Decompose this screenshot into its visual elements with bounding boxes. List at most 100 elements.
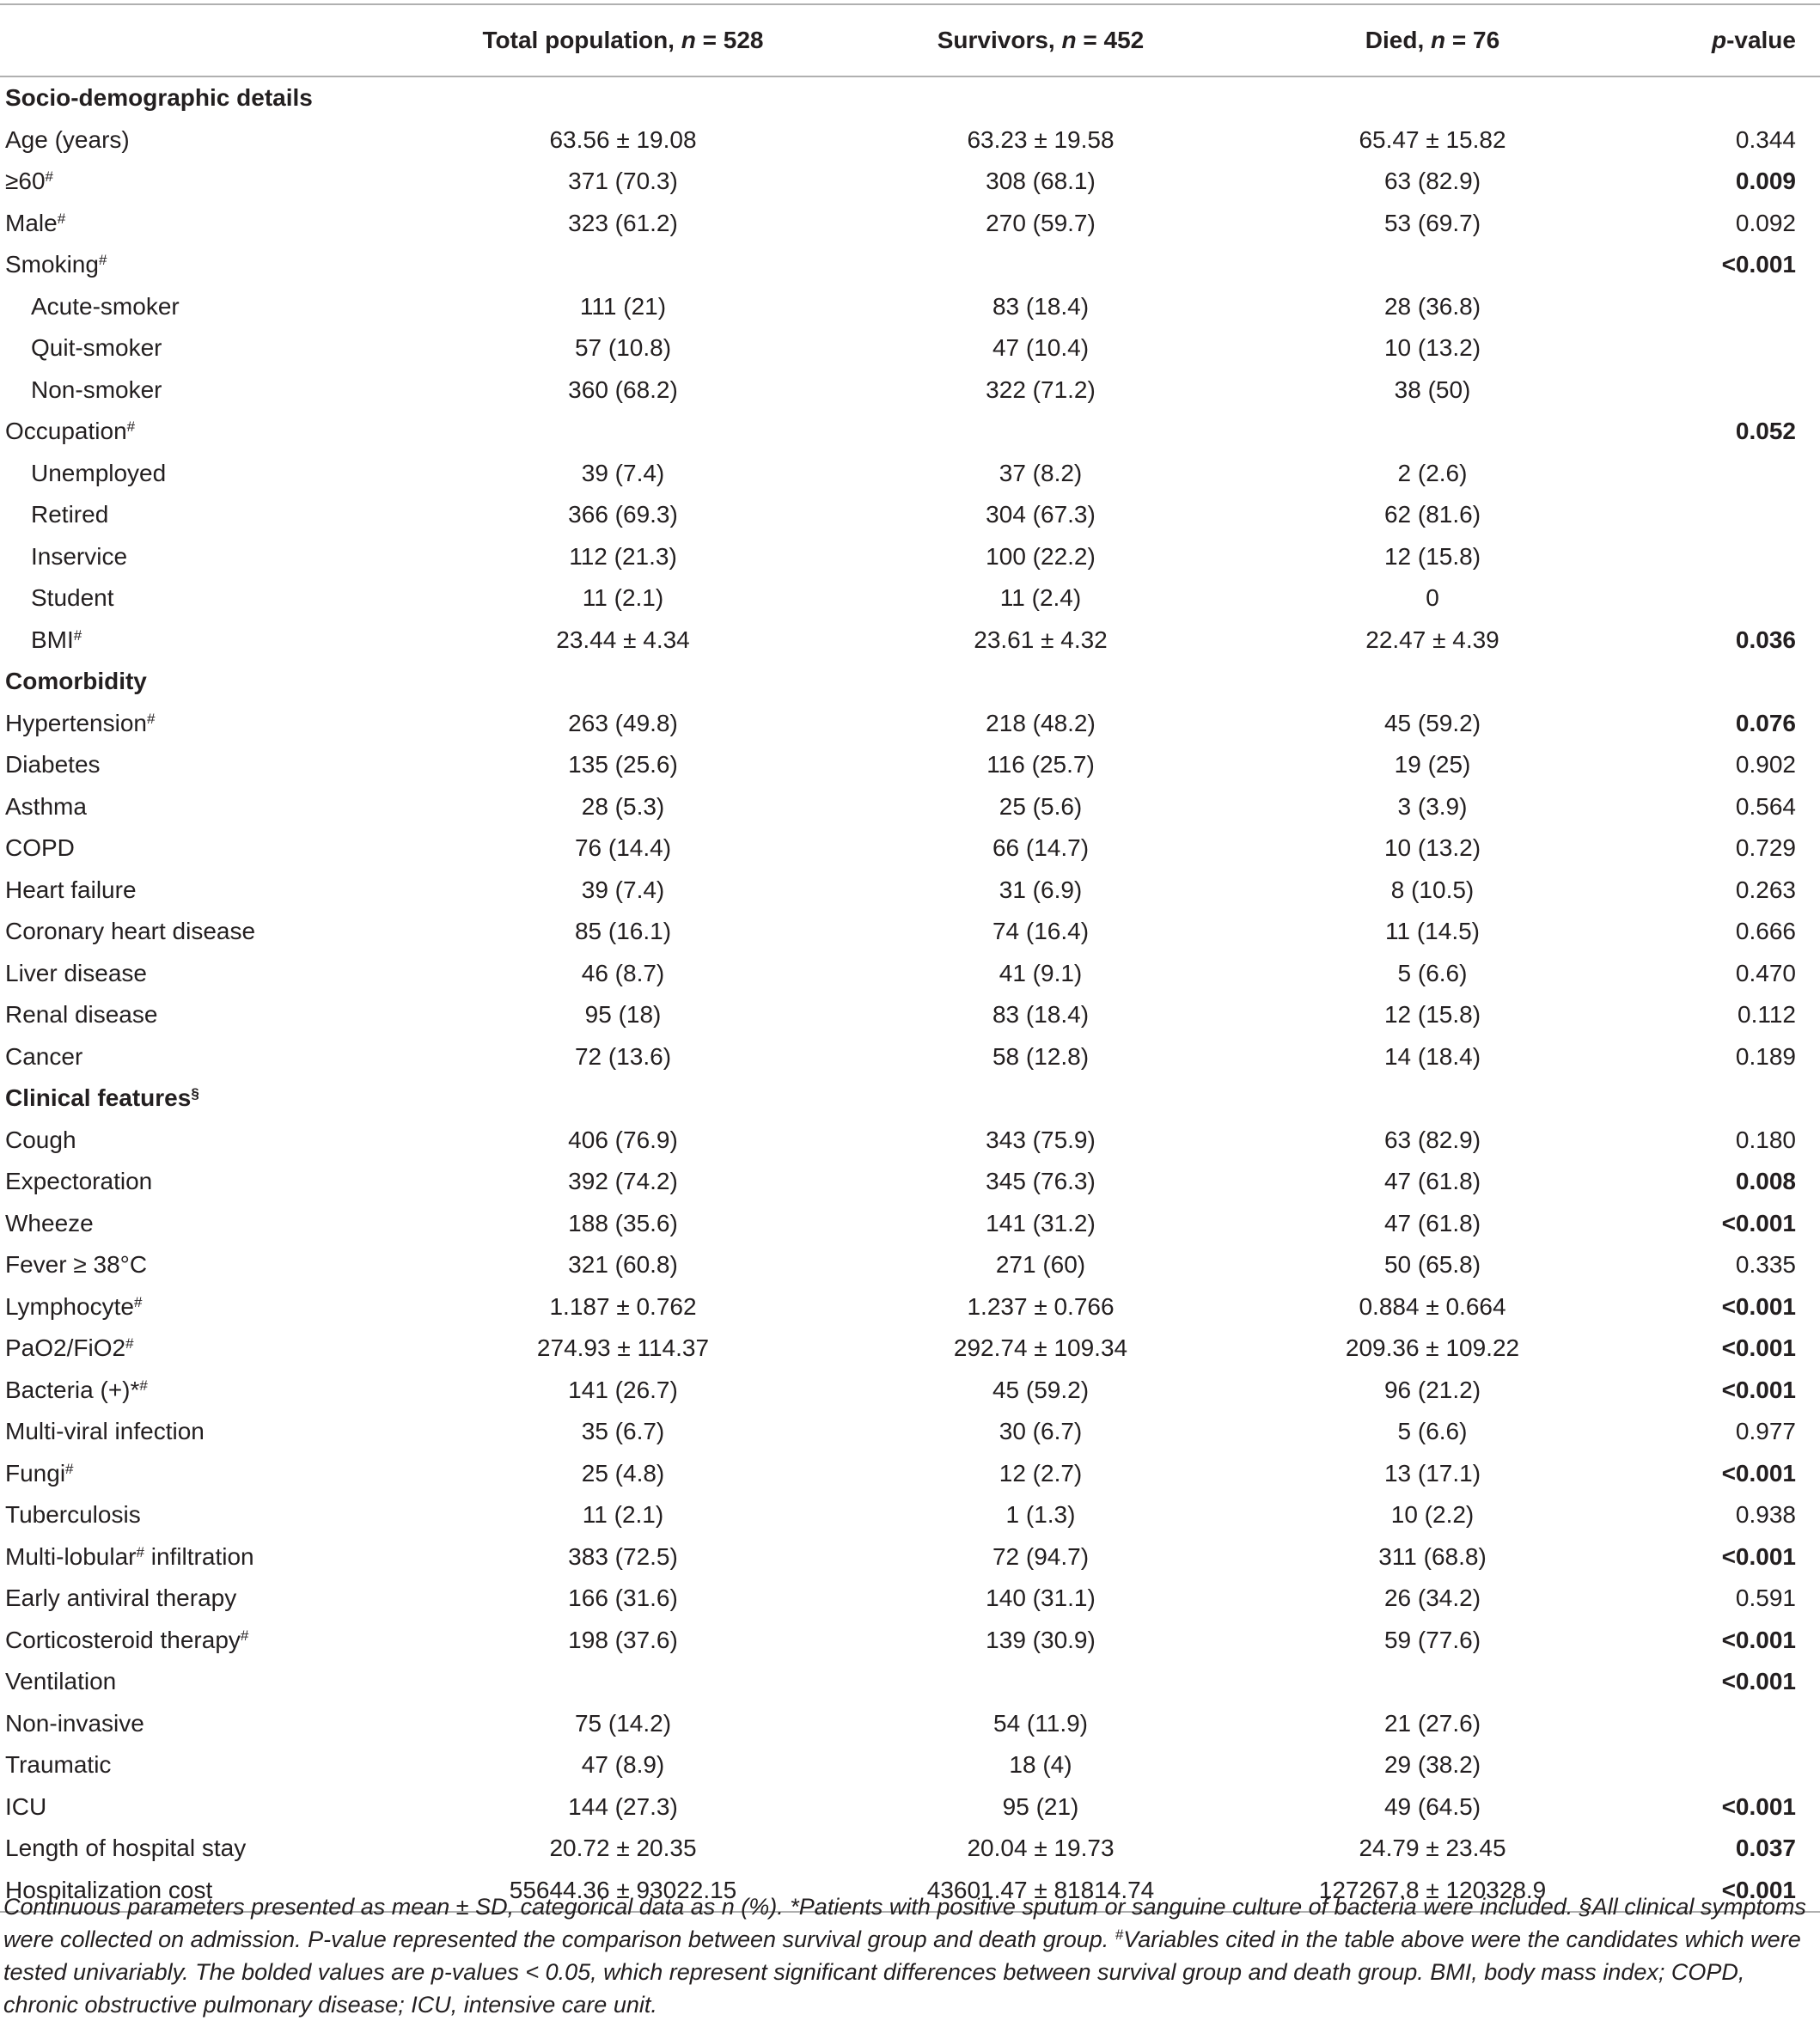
header-text: n [1431,27,1446,53]
text: Age (years) [5,125,130,153]
data-row: Multi-lobular# infiltration 383 (72.5) 72 … [0,1536,1820,1578]
text: Fever ≥ 38°C [5,1251,148,1279]
text: ICU [5,1792,47,1820]
superscript: # [98,252,107,269]
row-label: Bacteria (+)*# [0,1370,421,1412]
value-cell: 96 (21.2) [1383,1376,1481,1403]
p-value: 0.008 [1735,1168,1796,1195]
value-cell: 406 (76.9) [568,1126,678,1153]
row-label: Early antiviral therapy [0,1578,421,1620]
value-cell [825,411,1256,453]
row-label: Renal disease [0,994,421,1036]
data-row: Coronary heart disease 85 (16.1) 74 (16.4)… [0,911,1820,953]
section-row: Comorbidity [0,661,1820,703]
value-cell: 63 (82.9) [1383,1126,1481,1153]
data-row: Unemployed 39 (7.4) 37 (8.2) 2 (2.6) [0,453,1820,495]
data-row: Ventilation <0.001 [0,1661,1820,1703]
row-label: Heart failure [0,870,421,912]
text: infiltration [144,1542,254,1570]
p-value: <0.001 [1721,1542,1796,1570]
p-value: <0.001 [1609,1869,1820,1913]
value-cell: 28 (5.3) [581,792,665,820]
data-row: Smoking# <0.001 [0,244,1820,286]
header-text: = 76 [1445,27,1500,53]
header-text: = 452 [1076,27,1145,53]
value-cell: 1.237 ± 0.766 [967,1292,1115,1320]
row-label: Age (years) [0,119,421,162]
superscript: # [73,626,82,644]
value-cell: 127267.8 ± 120328.9 [1256,1869,1609,1913]
data-row: Heart failure 39 (7.4) 31 (6.9) 8 (10.5) 0.2… [0,870,1820,912]
p-value: 0.729 [1735,834,1796,862]
header-text: -value [1726,27,1796,53]
value-cell: 20.72 ± 20.35 [549,1835,697,1862]
text: Cough [5,1126,76,1153]
value-cell: 38 (50) [1394,376,1471,403]
text: Clinical features [5,1084,192,1112]
value-cell: 345 (76.3) [986,1168,1096,1195]
row-label: ≥60# [0,161,421,203]
row-label: Cancer [0,1036,421,1078]
value-cell: 140 (31.1) [986,1584,1096,1612]
value-cell [825,1661,1256,1703]
text: Cancer [5,1042,83,1070]
value-cell: 392 (74.2) [568,1168,678,1195]
text: Heart failure [5,876,137,903]
data-row: Inservice 112 (21.3) 100 (22.2) 12 (15.8) [0,536,1820,578]
p-value: <0.001 [1721,1334,1796,1362]
text: Fungi [5,1459,66,1487]
value-cell: 13 (17.1) [1383,1459,1481,1487]
value-cell: 12 (2.7) [999,1459,1083,1487]
p-value: <0.001 [1721,251,1796,278]
text: Coronary heart disease [5,918,256,945]
row-label: Fever ≥ 38°C [0,1244,421,1286]
text: Hospitalization cost [5,1876,213,1903]
value-cell: 24.79 ± 23.45 [1359,1835,1506,1862]
value-cell: 54 (11.9) [993,1709,1088,1737]
p-value: <0.001 [1721,1209,1796,1236]
text: PaO2/FiO2 [5,1334,126,1362]
value-cell: 63 (82.9) [1383,168,1481,195]
row-label: Male# [0,203,421,245]
value-cell: 72 (94.7) [992,1542,1090,1570]
value-cell: 25 (5.6) [999,792,1083,820]
data-row: Male# 323 (61.2) 270 (59.7) 53 (69.7) 0.092 [0,203,1820,245]
value-cell: 65.47 ± 15.82 [1359,125,1506,153]
header-text: p [1711,27,1727,53]
value-cell: 62 (81.6) [1383,501,1481,528]
value-cell: 57 (10.8) [574,334,672,362]
superscript: # [146,710,156,727]
row-label: Length of hospital stay [0,1828,421,1870]
text: Comorbidity [5,668,147,695]
p-value [1609,577,1820,620]
text: Continuous parameters presented as mean … [3,1894,1806,1952]
p-value: 0.902 [1735,751,1796,778]
p-value: <0.001 [1721,1792,1796,1820]
value-cell: 85 (16.1) [574,918,672,945]
value-cell: 47 (61.8) [1383,1209,1481,1236]
header-text: n [681,27,696,53]
text: ≥60 [5,168,46,195]
text: Wheeze [5,1209,94,1236]
value-cell: 31 (6.9) [999,876,1083,903]
data-row: Multi-viral infection 35 (6.7) 30 (6.7) 5 (… [0,1411,1820,1453]
p-value: 0.180 [1735,1126,1796,1153]
p-value: 0.344 [1735,125,1796,153]
text: Multi-viral infection [5,1418,205,1445]
p-value: 0.189 [1735,1042,1796,1070]
text: BMI [31,626,74,653]
data-row: Lymphocyte# 1.187 ± 0.762 1.237 ± 0.766 0.8… [0,1286,1820,1328]
value-cell: 343 (75.9) [986,1126,1096,1153]
text: Variables cited in the table above were … [3,1926,1801,2018]
value-cell: 360 (68.2) [568,376,678,403]
value-cell: 322 (71.2) [986,376,1096,403]
row-label: BMI# [0,620,421,662]
row-label: Diabetes [0,744,421,786]
value-cell: 23.61 ± 4.32 [974,626,1108,653]
header-text: Survivors, [937,27,1062,53]
data-row: Fever ≥ 38°C 321 (60.8) 271 (60) 50 (65.8) 0… [0,1244,1820,1286]
superscript: # [65,1460,74,1477]
value-cell: 66 (14.7) [992,834,1090,862]
data-row: Occupation# 0.052 [0,411,1820,453]
value-cell: 19 (25) [1394,751,1471,778]
